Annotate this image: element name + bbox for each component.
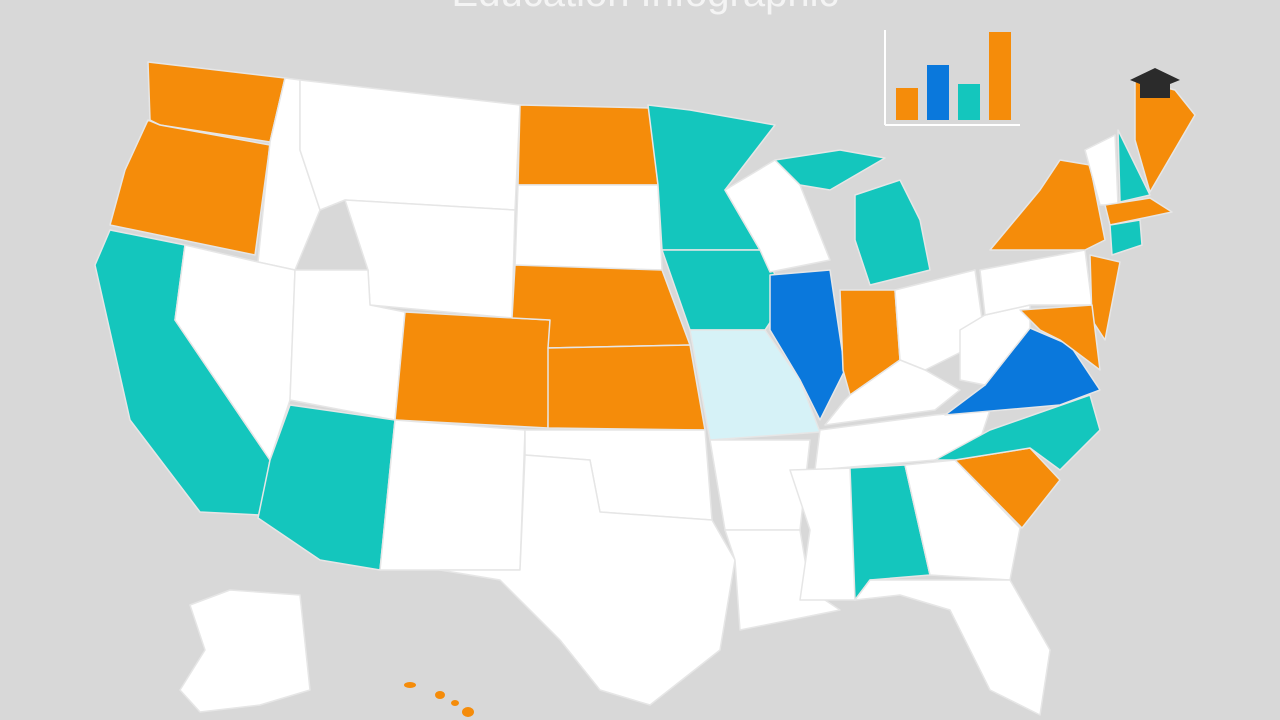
state [179, 589, 311, 713]
state [789, 467, 856, 601]
state [979, 249, 1093, 316]
state [1089, 254, 1121, 341]
state [989, 159, 1106, 251]
state [394, 311, 551, 429]
state [1109, 219, 1143, 256]
state [379, 419, 526, 571]
state [344, 199, 516, 319]
state [724, 529, 841, 631]
state [689, 329, 821, 441]
state [517, 104, 659, 186]
state [774, 149, 886, 191]
state [109, 119, 271, 256]
state [1019, 304, 1101, 371]
state [769, 269, 846, 421]
state [934, 394, 1101, 471]
state [824, 359, 961, 426]
state [854, 579, 1051, 716]
state [904, 459, 1021, 581]
us-map [94, 61, 1196, 717]
state [854, 179, 931, 286]
islands [404, 682, 474, 717]
state [849, 464, 931, 601]
state [514, 184, 663, 271]
state [1117, 129, 1151, 203]
state [299, 79, 521, 211]
graduation-cap [1130, 68, 1180, 98]
chart-icon [884, 30, 1020, 126]
state [547, 344, 706, 431]
title: Education Infographic [452, 0, 839, 15]
state [1104, 197, 1173, 226]
state [147, 61, 286, 143]
